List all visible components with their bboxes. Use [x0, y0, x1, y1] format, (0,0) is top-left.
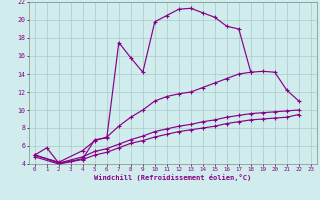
X-axis label: Windchill (Refroidissement éolien,°C): Windchill (Refroidissement éolien,°C): [94, 174, 252, 181]
